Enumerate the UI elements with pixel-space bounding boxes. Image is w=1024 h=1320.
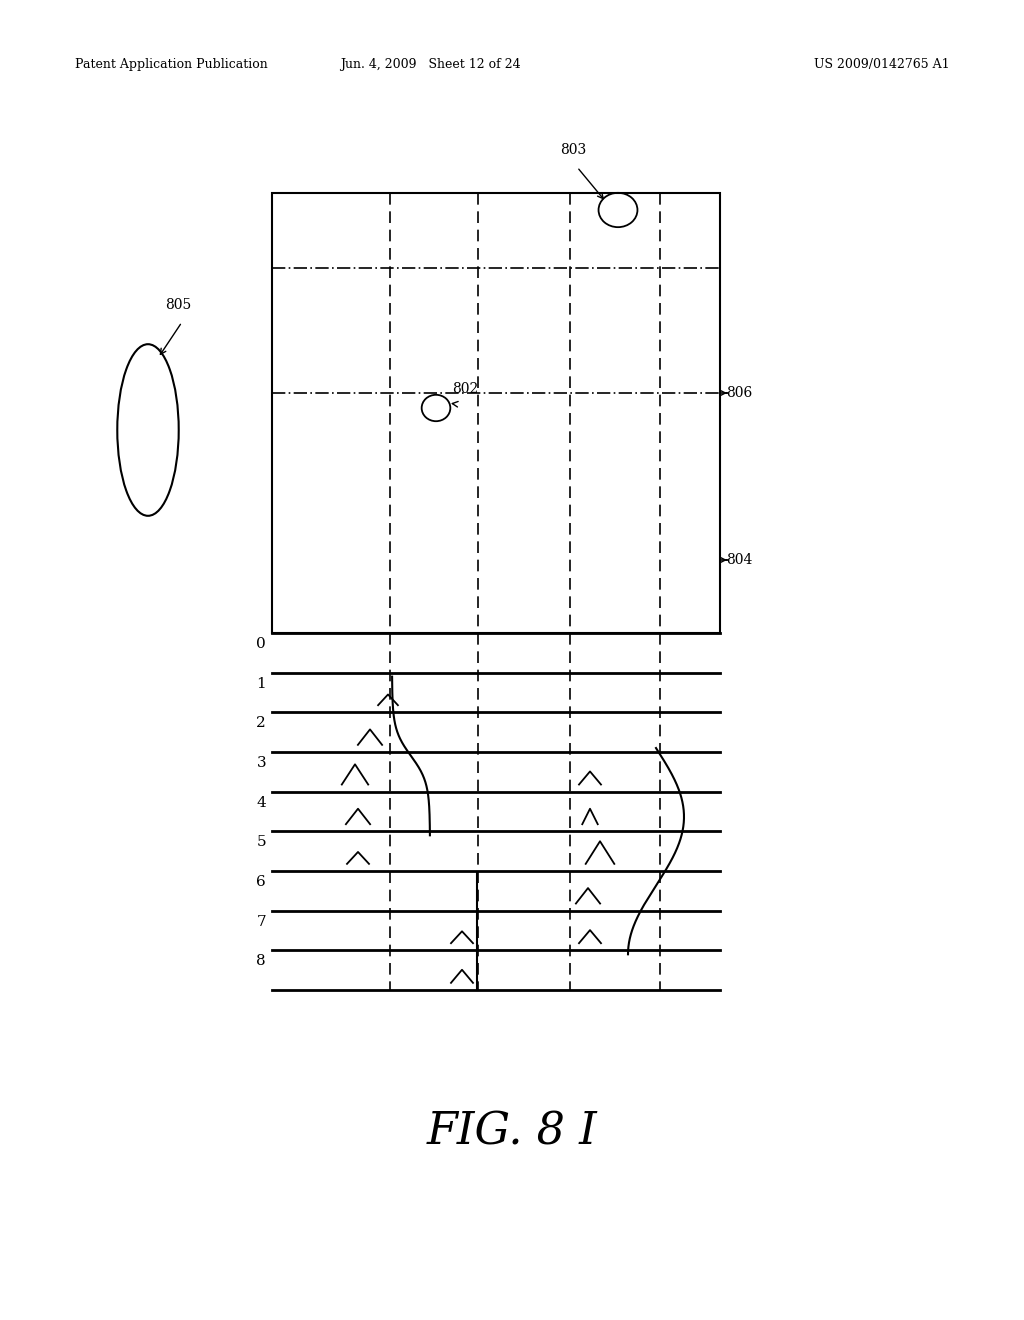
Text: 7: 7 <box>256 915 266 929</box>
Text: Jun. 4, 2009   Sheet 12 of 24: Jun. 4, 2009 Sheet 12 of 24 <box>340 58 520 71</box>
Text: 806: 806 <box>726 385 753 400</box>
Text: 4: 4 <box>256 796 266 809</box>
Text: 3: 3 <box>256 756 266 770</box>
Text: FIG. 8 I: FIG. 8 I <box>427 1110 597 1154</box>
Text: US 2009/0142765 A1: US 2009/0142765 A1 <box>814 58 950 71</box>
Text: 805: 805 <box>165 298 191 312</box>
Text: 2: 2 <box>256 717 266 730</box>
Text: 804: 804 <box>726 553 753 568</box>
Text: 6: 6 <box>256 875 266 888</box>
Text: 802: 802 <box>452 381 478 396</box>
Text: 1: 1 <box>256 677 266 690</box>
Bar <box>272 193 720 634</box>
Text: 803: 803 <box>560 143 587 157</box>
Text: 8: 8 <box>256 954 266 969</box>
Text: 5: 5 <box>256 836 266 849</box>
Text: 0: 0 <box>256 638 266 651</box>
Text: Patent Application Publication: Patent Application Publication <box>75 58 267 71</box>
